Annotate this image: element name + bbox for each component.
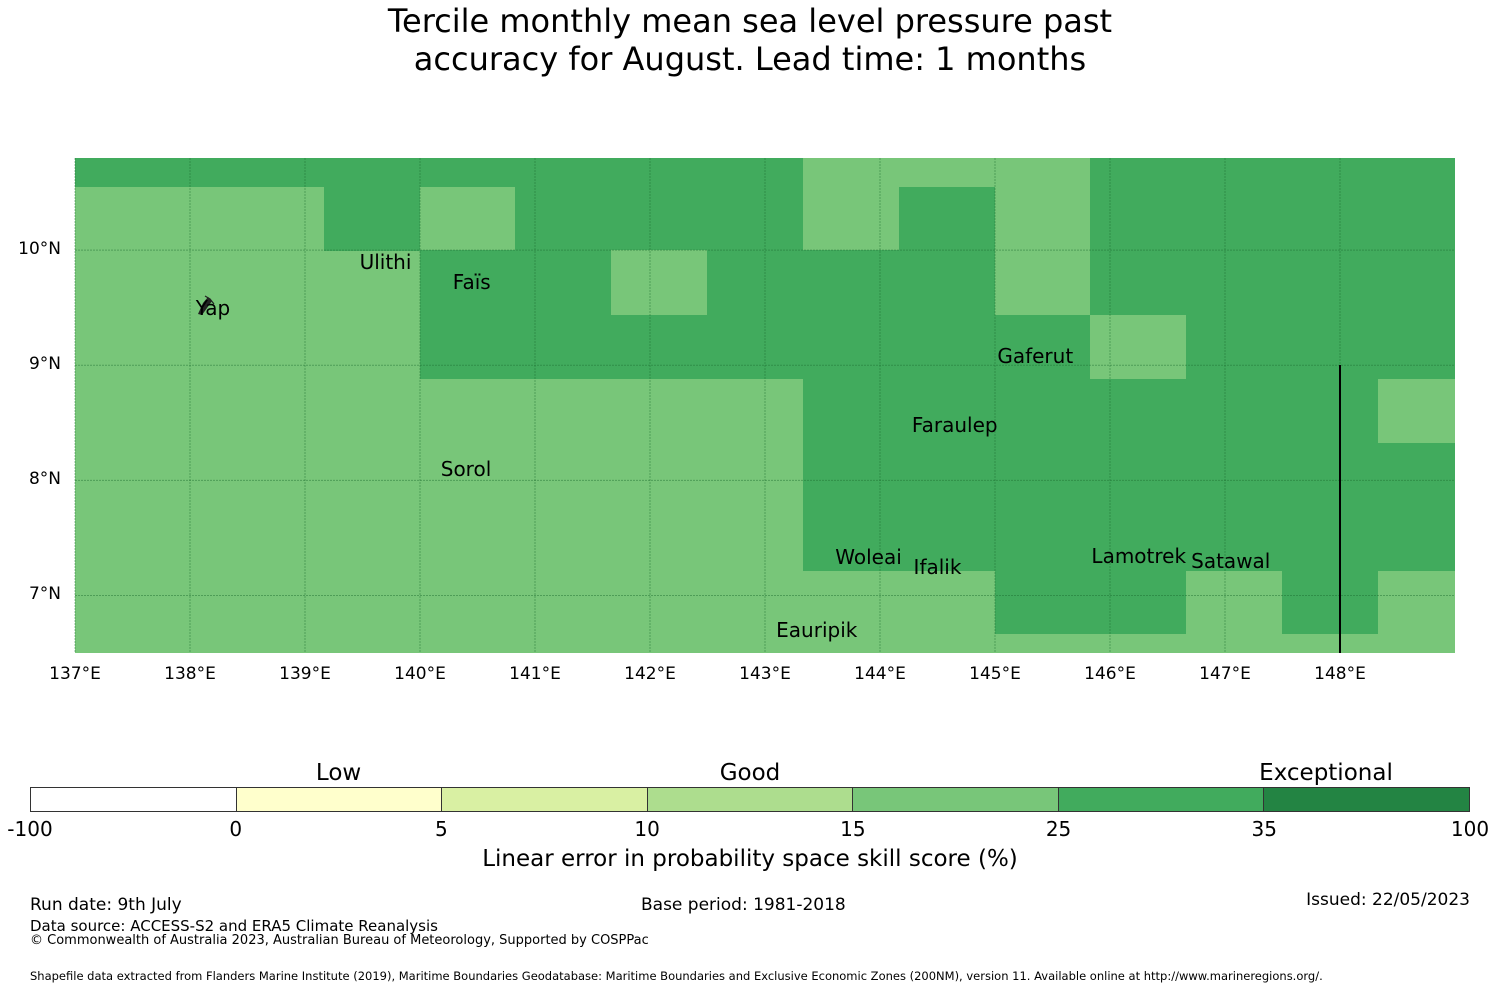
place-label: Lamotrek (1091, 544, 1187, 569)
place-label: Eauripik (776, 617, 858, 642)
longitude-label: 146°E (1084, 664, 1136, 684)
place-label: Faïs (452, 270, 491, 295)
latitude-label: 10°N (18, 239, 61, 260)
colorbar (30, 787, 1470, 812)
place-label: Satawal (1191, 548, 1271, 573)
colorbar-tick-label: 35 (1251, 817, 1278, 841)
longitude-label: 142°E (624, 664, 676, 684)
colorbar-tick-label: 0 (229, 817, 243, 841)
latitude-label: 9°N (28, 354, 61, 375)
colorbar-category-label: Low (315, 760, 362, 786)
colorbar-tick-label: 100 (1450, 817, 1490, 841)
title-line-2: accuracy for August. Lead time: 1 months (413, 40, 1087, 78)
colorbar-tick-label: 5 (435, 817, 448, 841)
run-date: Run date: 9th July (30, 895, 182, 915)
skill-cell (1282, 571, 1378, 634)
skill-cell (1186, 315, 1455, 379)
colorbar-segment (1058, 788, 1265, 811)
latitude-label: 8°N (28, 469, 61, 490)
longitude-label: 137°E (49, 664, 101, 684)
colorbar-segment (236, 788, 443, 811)
place-label: Faraulep (911, 413, 998, 438)
place-label: Ulithi (359, 249, 412, 274)
place-label: Ifalik (913, 554, 962, 579)
skill-cell (75, 158, 803, 187)
place-label: Gaferut (997, 344, 1074, 368)
issued-date: Issued: 22/05/2023 (1306, 890, 1470, 910)
skill-cell (995, 571, 1186, 634)
place-label: Yap (195, 295, 231, 320)
skill-cell (515, 187, 803, 250)
skill-cell (803, 379, 1378, 571)
colorbar-category-label: Exceptional (1259, 760, 1393, 786)
longitude-label: 143°E (739, 664, 791, 684)
colorbar-segment (647, 788, 854, 811)
colorbar-category-label: Good (719, 760, 781, 786)
colorbar-segment (853, 788, 1059, 811)
skill-cell (899, 315, 995, 379)
skill-map (74, 158, 1455, 653)
shapefile-credit: Shapefile data extracted from Flanders M… (30, 969, 1323, 983)
yap-island-shape (198, 295, 215, 315)
longitude-label: 139°E (279, 664, 331, 684)
longitude-label: 141°E (509, 664, 561, 684)
data-source: Data source: ACCESS-S2 and ERA5 Climate … (30, 917, 438, 935)
skill-cell (324, 250, 420, 251)
skill-cell (1090, 158, 1455, 315)
base-period: Base period: 1981-2018 (641, 895, 846, 915)
chart-title: Tercile monthly mean sea level pressure … (0, 2, 1500, 78)
colorbar-segment (1264, 788, 1470, 811)
colorbar-label: Linear error in probability space skill … (482, 846, 1018, 872)
skill-cell (420, 250, 611, 379)
copyright: © Commonwealth of Australia 2023, Austra… (30, 933, 649, 948)
skill-cell (995, 315, 1090, 379)
longitude-label: 140°E (394, 664, 446, 684)
title-line-1: Tercile monthly mean sea level pressure … (387, 2, 1113, 40)
colorbar-tick-label: -100 (7, 817, 53, 841)
latitude-label: 7°N (28, 584, 61, 605)
longitude-label: 145°E (969, 664, 1021, 684)
colorbar-tick-label: 10 (634, 817, 660, 841)
skill-cell (707, 250, 995, 315)
colorbar-segment (442, 788, 648, 811)
longitude-label: 147°E (1199, 664, 1251, 684)
skill-grid-cells (75, 158, 1455, 653)
longitude-label: 138°E (164, 664, 216, 684)
colorbar-tick-label: 25 (1045, 817, 1072, 841)
place-label: Sorol (440, 456, 492, 481)
longitude-label: 148°E (1314, 664, 1366, 684)
graticule-lines (74, 158, 1455, 653)
skill-cell (324, 187, 420, 250)
colorbar-segment (31, 788, 237, 811)
place-label: Woleai (835, 545, 902, 570)
skill-cell (1378, 443, 1455, 571)
colorbar-tick-label: 15 (840, 817, 866, 841)
skill-cell (611, 315, 899, 379)
longitude-label: 144°E (854, 664, 906, 684)
